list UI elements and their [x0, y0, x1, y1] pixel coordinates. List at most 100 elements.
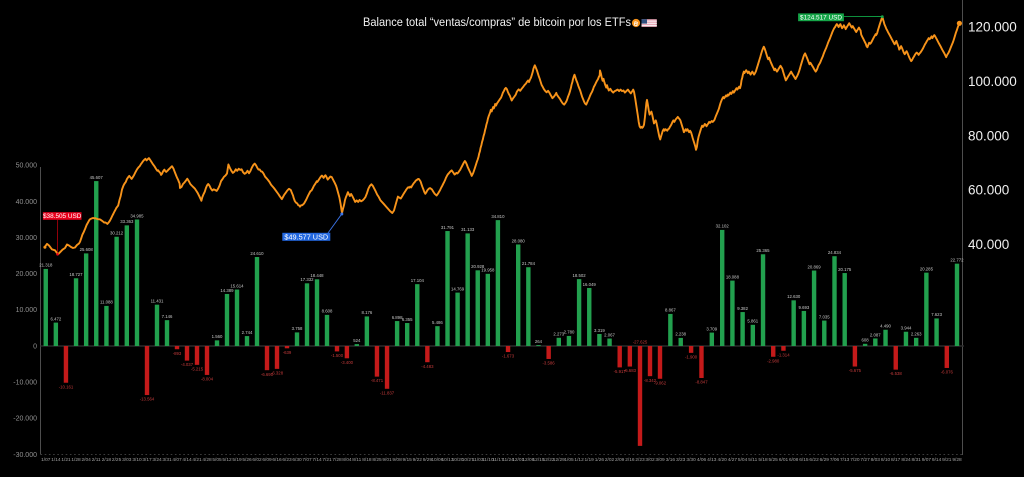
svg-text:18.502: 18.502 — [573, 273, 587, 278]
svg-text:20.175: 20.175 — [838, 267, 852, 272]
svg-text:5/19: 5/19 — [232, 457, 242, 463]
svg-text:-5.917: -5.917 — [614, 369, 627, 374]
svg-text:6.898: 6.898 — [392, 315, 403, 320]
svg-text:12.630: 12.630 — [787, 294, 801, 299]
svg-text:3/24: 3/24 — [152, 457, 162, 463]
svg-text:4/06: 4/06 — [697, 457, 707, 463]
svg-text:$49.577 USD: $49.577 USD — [284, 233, 328, 242]
svg-text:9.382: 9.382 — [737, 306, 748, 311]
svg-text:B: B — [633, 20, 640, 28]
svg-text:24.834: 24.834 — [828, 250, 842, 255]
svg-text:21.318: 21.318 — [39, 263, 53, 268]
svg-text:7/21: 7/21 — [322, 457, 332, 463]
svg-text:5.861: 5.861 — [747, 319, 758, 324]
svg-text:16.049: 16.049 — [583, 282, 597, 287]
svg-text:4.490: 4.490 — [880, 324, 891, 329]
svg-text:2/23: 2/23 — [635, 457, 645, 463]
svg-text:10/06: 10/06 — [431, 457, 443, 463]
svg-text:1/12: 1/12 — [574, 457, 584, 463]
svg-text:-6.328: -6.328 — [271, 371, 284, 376]
svg-text:40.000: 40.000 — [16, 199, 38, 206]
svg-text:-5.215: -5.215 — [191, 367, 204, 372]
svg-text:-10.161: -10.161 — [59, 384, 74, 389]
svg-text:9/08: 9/08 — [392, 457, 402, 463]
svg-text:524: 524 — [353, 338, 361, 343]
svg-text:1/26: 1/26 — [595, 457, 605, 463]
svg-text:3/23: 3/23 — [676, 457, 686, 463]
svg-text:34.985: 34.985 — [130, 213, 144, 218]
svg-text:17.104: 17.104 — [411, 278, 425, 283]
svg-text:8/25: 8/25 — [372, 457, 382, 463]
svg-text:10.000: 10.000 — [16, 307, 38, 314]
svg-text:7/06: 7/06 — [830, 457, 840, 463]
svg-text:2.067: 2.067 — [604, 332, 615, 337]
svg-text:20.869: 20.869 — [808, 264, 822, 269]
svg-text:2/16: 2/16 — [625, 457, 635, 463]
svg-text:7.146: 7.146 — [162, 314, 173, 319]
svg-text:7.623: 7.623 — [931, 312, 942, 317]
svg-text:4/27: 4/27 — [728, 457, 738, 463]
svg-text:2/25: 2/25 — [112, 457, 122, 463]
svg-text:4/07: 4/07 — [172, 457, 182, 463]
svg-text:2/04: 2/04 — [82, 457, 92, 463]
svg-text:3.319: 3.319 — [594, 328, 605, 333]
svg-text:3/03: 3/03 — [122, 457, 132, 463]
svg-text:1/21: 1/21 — [61, 457, 71, 463]
svg-text:8/17: 8/17 — [891, 457, 901, 463]
svg-text:8/04: 8/04 — [342, 457, 352, 463]
svg-text:1.560: 1.560 — [212, 334, 223, 339]
svg-text:-8.847: -8.847 — [695, 380, 708, 385]
svg-text:9/07: 9/07 — [922, 457, 932, 463]
svg-text:11.088: 11.088 — [100, 300, 113, 305]
svg-text:-639: -639 — [283, 350, 292, 355]
svg-text:1/28: 1/28 — [71, 457, 81, 463]
svg-text:2/18: 2/18 — [102, 457, 112, 463]
svg-text:22.772: 22.772 — [950, 258, 964, 263]
svg-text:9/15: 9/15 — [403, 457, 413, 463]
svg-text:2/11: 2/11 — [92, 457, 101, 463]
svg-text:34.810: 34.810 — [491, 214, 505, 219]
svg-text:-893: -893 — [173, 351, 182, 356]
svg-text:3.758: 3.758 — [292, 326, 303, 331]
svg-text:6/30: 6/30 — [292, 457, 302, 463]
svg-text:9/22: 9/22 — [413, 457, 423, 463]
svg-text:12/22: 12/22 — [543, 457, 555, 463]
svg-text:2/09: 2/09 — [615, 457, 625, 463]
svg-text:11/03: 11/03 — [472, 457, 484, 463]
svg-text:264: 264 — [535, 339, 543, 344]
svg-text:11/24: 11/24 — [502, 457, 514, 463]
svg-text:32.102: 32.102 — [716, 224, 730, 229]
svg-text:10/20: 10/20 — [452, 457, 464, 463]
svg-text:8/11: 8/11 — [352, 457, 361, 463]
svg-text:20.928: 20.928 — [471, 264, 485, 269]
svg-text:-10.000: -10.000 — [13, 380, 37, 387]
svg-text:-4.037: -4.037 — [181, 362, 194, 367]
svg-text:-8.342: -8.342 — [644, 378, 657, 383]
svg-text:30.212: 30.212 — [110, 231, 124, 236]
svg-text:3/30: 3/30 — [686, 457, 696, 463]
svg-text:6/01: 6/01 — [779, 457, 789, 463]
svg-text:17.332: 17.332 — [300, 277, 314, 282]
svg-text:3/17: 3/17 — [142, 457, 152, 463]
svg-text:28.080: 28.080 — [512, 238, 526, 243]
svg-text:8/24: 8/24 — [901, 457, 911, 463]
svg-text:8/03: 8/03 — [871, 457, 881, 463]
svg-text:2.087: 2.087 — [870, 332, 881, 337]
svg-text:2.273: 2.273 — [553, 332, 564, 337]
svg-text:-8.004: -8.004 — [201, 377, 214, 382]
svg-text:31.133: 31.133 — [461, 227, 475, 232]
svg-text:6.472: 6.472 — [51, 316, 62, 321]
svg-text:5/12: 5/12 — [222, 457, 232, 463]
svg-text:4/13: 4/13 — [707, 457, 717, 463]
svg-text:608: 608 — [862, 338, 870, 343]
svg-text:-2.980: -2.980 — [767, 358, 780, 363]
svg-text:20.285: 20.285 — [920, 266, 934, 271]
svg-text:33.363: 33.363 — [120, 219, 134, 224]
svg-text:-1.500: -1.500 — [331, 353, 344, 358]
svg-text:8/31: 8/31 — [912, 457, 922, 463]
svg-text:31.791: 31.791 — [441, 225, 455, 230]
svg-text:11/17: 11/17 — [492, 457, 504, 463]
svg-text:2.263: 2.263 — [911, 332, 922, 337]
svg-text:-6.538: -6.538 — [890, 371, 903, 376]
svg-text:3/10: 3/10 — [132, 457, 142, 463]
